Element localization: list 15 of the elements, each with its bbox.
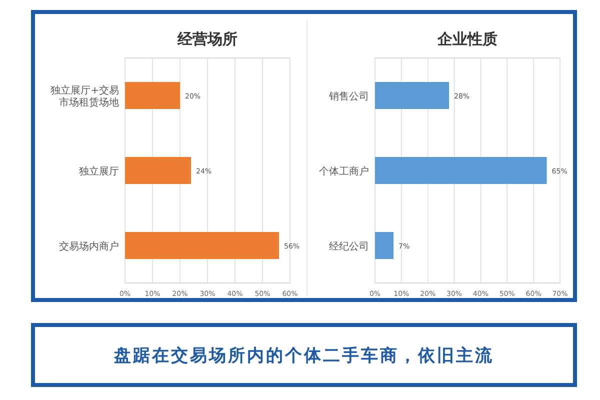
text: 盘踞在交易场所内的个体二手车商，依旧主流 xyxy=(113,346,494,366)
bar xyxy=(125,157,191,184)
y-tick-label: 交易场内商户 xyxy=(59,240,119,252)
bar xyxy=(375,82,449,109)
chart-title: 企业性质 xyxy=(436,30,498,48)
y-tick-label: 经纪公司 xyxy=(329,240,369,252)
chart-title: 经营场所 xyxy=(176,30,238,48)
bar xyxy=(375,157,547,184)
bar xyxy=(125,232,279,259)
y-tick-label: 个体工商户 xyxy=(319,166,369,178)
bar xyxy=(375,232,394,259)
y-tick-label: 销售公司 xyxy=(328,90,369,102)
bar xyxy=(125,82,180,109)
y-tick-label: 独立展厅 xyxy=(79,166,119,178)
y-tick-label: 独立展厅+交易市场租赁场地 xyxy=(50,84,119,108)
